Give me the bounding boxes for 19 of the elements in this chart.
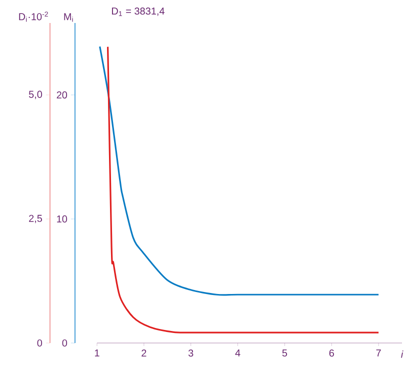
line-series [99, 46, 380, 296]
y2-tick-label: 10 [57, 215, 68, 223]
x-tick-label: 4 [235, 350, 240, 356]
y2-axis-title: M$_{i}$ [64, 13, 73, 22]
y2-tick-label: 20 [56, 91, 68, 98]
y-tick-label: 5,0 [28, 90, 42, 100]
y2-tick-label: 0 [62, 339, 68, 347]
y-tick-label: 0 [37, 339, 42, 347]
x-tick-label: 2 [142, 350, 146, 357]
y-tick-label: 2,5 [29, 214, 42, 224]
line-series [106, 46, 380, 334]
x-tick-label: 7 [376, 350, 381, 356]
text: D$_{1}$ = 3831,4 [112, 8, 165, 16]
x-tick-label: 3 [188, 350, 194, 357]
x-tick-label: 1 [94, 350, 100, 356]
x-axis-title: i [401, 350, 404, 358]
x-tick-label: 5 [282, 350, 288, 357]
x-tick-label: 6 [329, 350, 334, 357]
y-axis-title: D$_{i}$·10$^{-2}$ [19, 12, 48, 22]
